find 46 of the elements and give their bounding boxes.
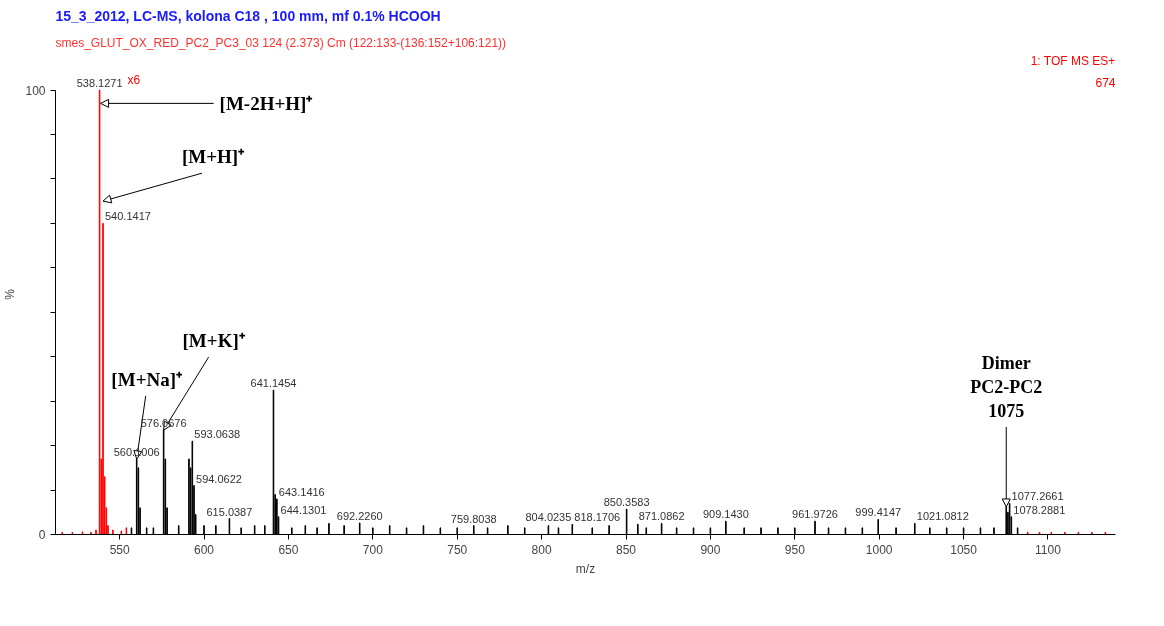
text: x6 <box>127 73 141 88</box>
x-tick-label: 1100 <box>1035 542 1062 557</box>
annotation: 804.0235 <box>525 511 572 524</box>
annotation: 540.1417 <box>105 210 151 223</box>
annotation: 961.9726 <box>792 508 838 521</box>
x-tick-label: 900 <box>700 542 721 557</box>
text: 674 <box>1095 76 1116 91</box>
chart-subtitle: smes_GLUT_OX_RED_PC2_PC3_03 124 (2.373) Cm (122:133-(136:152+106:121)) <box>55 35 507 50</box>
annotation: [M+K]⁺ <box>182 330 246 352</box>
annotation: 593.0638 <box>194 428 241 441</box>
annotation: [M+H]⁺ <box>181 146 246 168</box>
annotation: 644.1301 <box>280 503 327 516</box>
x-tick-label: 950 <box>784 542 806 557</box>
annotation: 871.0862 <box>638 510 685 523</box>
chart-title: 15_3_2012, LC-MS, kolona C18 , 100 mm, mf 0.1% HCOOH <box>55 7 441 24</box>
annotation: 538.1271 <box>76 77 123 90</box>
annotation: 1078.2881 <box>1013 503 1066 516</box>
x-tick-label: 850 <box>616 542 637 557</box>
x-tick-label: 750 <box>447 542 468 557</box>
annotation: 850.3583 <box>603 496 650 509</box>
y-tick-label: 0 <box>38 528 46 542</box>
x-tick-label: 650 <box>278 542 299 557</box>
x-tick-label: 550 <box>109 542 130 557</box>
annotation: 615.0387 <box>206 505 253 518</box>
annotation: 641.1454 <box>250 377 297 390</box>
annotation: 594.0622 <box>196 472 242 485</box>
x-axis-title: m/z <box>575 561 596 576</box>
annotation: 643.1416 <box>278 485 325 498</box>
annotation: [M-2H+H]⁺ <box>219 92 314 114</box>
x-tick-label: 700 <box>362 542 384 557</box>
x-tick-label: 1000 <box>865 542 893 557</box>
annotation: 1021.0812 <box>916 510 969 523</box>
annotation: Dimer PC2-PC2 1075 <box>970 352 1043 421</box>
y-axis-title: % <box>3 288 18 300</box>
annotation: 692.2260 <box>336 509 383 522</box>
annotation: 999.4147 <box>855 506 902 519</box>
annotation: 818.1706 <box>574 511 621 524</box>
x-tick-label: 600 <box>194 542 215 557</box>
y-tick-label: 100 <box>25 83 46 98</box>
x-tick-label: 1050 <box>950 542 978 557</box>
text: 1: TOF MS ES+ <box>1030 54 1116 69</box>
annotation: [M+Na]⁺ <box>111 368 184 390</box>
annotation: 759.8038 <box>450 512 497 525</box>
annotation: 909.1430 <box>702 508 749 521</box>
x-tick-label: 800 <box>531 542 552 557</box>
annotation: 1077.2661 <box>1011 490 1064 503</box>
